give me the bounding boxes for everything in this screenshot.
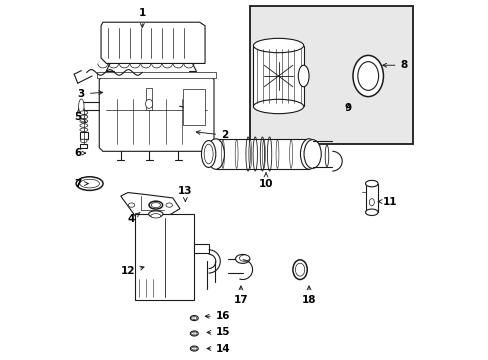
Text: 3: 3 bbox=[78, 89, 102, 99]
Ellipse shape bbox=[352, 55, 383, 96]
Ellipse shape bbox=[150, 214, 161, 218]
Ellipse shape bbox=[357, 62, 378, 90]
Ellipse shape bbox=[365, 180, 377, 187]
Bar bbox=[97, 72, 215, 78]
Text: 10: 10 bbox=[258, 173, 273, 189]
Bar bbox=[80, 132, 88, 139]
Ellipse shape bbox=[207, 139, 224, 169]
Ellipse shape bbox=[151, 203, 160, 208]
Bar bbox=[365, 184, 377, 212]
Ellipse shape bbox=[239, 255, 249, 261]
Polygon shape bbox=[121, 193, 180, 220]
Ellipse shape bbox=[298, 65, 308, 87]
Text: 7: 7 bbox=[74, 179, 88, 189]
Ellipse shape bbox=[79, 99, 84, 113]
Text: 8: 8 bbox=[382, 60, 407, 70]
Bar bbox=[145, 88, 152, 110]
Ellipse shape bbox=[80, 179, 99, 188]
Ellipse shape bbox=[253, 39, 303, 53]
Text: 2: 2 bbox=[196, 130, 228, 140]
Text: 12: 12 bbox=[121, 266, 144, 276]
Ellipse shape bbox=[80, 115, 88, 119]
Text: 13: 13 bbox=[178, 186, 192, 202]
Ellipse shape bbox=[165, 203, 172, 207]
Ellipse shape bbox=[128, 203, 135, 207]
Ellipse shape bbox=[235, 255, 249, 264]
Ellipse shape bbox=[190, 331, 198, 336]
Bar bbox=[80, 144, 87, 148]
Ellipse shape bbox=[80, 124, 88, 127]
Ellipse shape bbox=[201, 140, 215, 167]
Ellipse shape bbox=[191, 347, 197, 350]
Ellipse shape bbox=[191, 316, 197, 320]
Text: 16: 16 bbox=[205, 311, 230, 321]
Text: 5: 5 bbox=[74, 112, 86, 122]
Ellipse shape bbox=[365, 209, 377, 216]
Text: 14: 14 bbox=[206, 343, 230, 354]
Text: 1: 1 bbox=[139, 8, 145, 27]
Polygon shape bbox=[99, 76, 214, 151]
Ellipse shape bbox=[203, 144, 213, 164]
Ellipse shape bbox=[253, 99, 303, 114]
FancyBboxPatch shape bbox=[249, 6, 412, 144]
Ellipse shape bbox=[149, 201, 163, 209]
Ellipse shape bbox=[80, 128, 88, 132]
Ellipse shape bbox=[145, 99, 152, 108]
Text: 4: 4 bbox=[127, 212, 140, 224]
Polygon shape bbox=[194, 244, 208, 253]
Ellipse shape bbox=[304, 140, 321, 168]
Text: 9: 9 bbox=[344, 103, 351, 113]
Ellipse shape bbox=[292, 260, 306, 279]
Ellipse shape bbox=[190, 346, 198, 351]
Bar bbox=[183, 89, 204, 125]
Ellipse shape bbox=[295, 263, 304, 276]
Text: 18: 18 bbox=[301, 286, 316, 305]
Text: 15: 15 bbox=[206, 327, 230, 337]
Text: 17: 17 bbox=[233, 286, 248, 305]
Ellipse shape bbox=[81, 139, 87, 143]
Bar bbox=[215, 139, 308, 169]
Ellipse shape bbox=[325, 145, 328, 167]
Ellipse shape bbox=[190, 316, 198, 320]
Ellipse shape bbox=[80, 120, 88, 123]
Polygon shape bbox=[135, 214, 194, 300]
Text: 6: 6 bbox=[74, 148, 85, 158]
Text: 11: 11 bbox=[377, 197, 396, 207]
Bar bbox=[253, 45, 303, 107]
Ellipse shape bbox=[300, 139, 317, 169]
Ellipse shape bbox=[80, 111, 88, 114]
Ellipse shape bbox=[148, 211, 163, 217]
Ellipse shape bbox=[76, 177, 103, 190]
Ellipse shape bbox=[368, 199, 373, 206]
Polygon shape bbox=[101, 22, 204, 63]
Ellipse shape bbox=[191, 332, 197, 335]
